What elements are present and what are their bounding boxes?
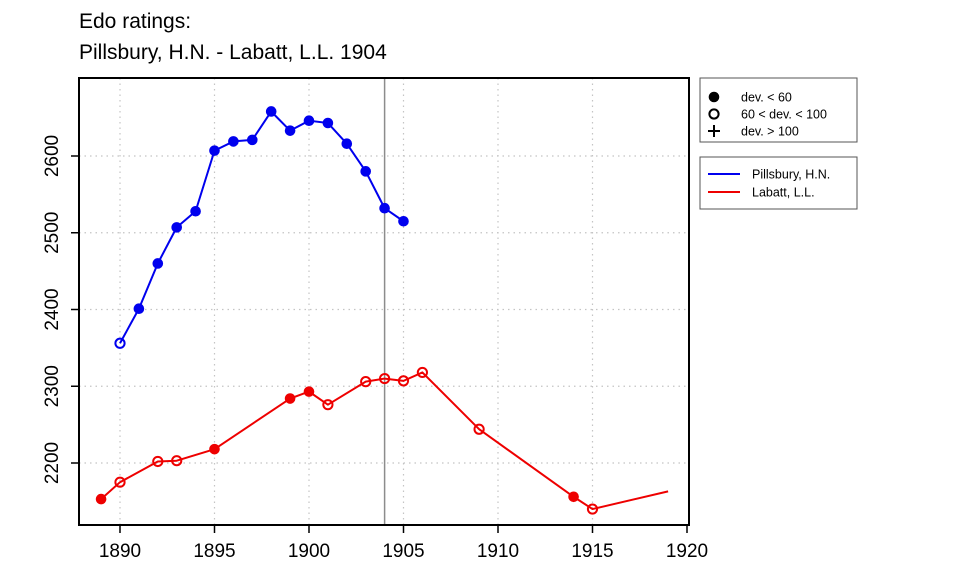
- y-tick-label: 2600: [42, 135, 63, 177]
- series-legend-label: Pillsbury, H.N.: [752, 168, 830, 182]
- x-tick-label: 1905: [382, 541, 424, 562]
- series-line-0: [119, 110, 405, 344]
- data-point: [397, 375, 410, 387]
- data-point: [152, 455, 164, 468]
- marker-legend-box: [699, 77, 858, 143]
- marker-legend-symbol: [708, 125, 720, 137]
- y-tick-label: 2400: [42, 288, 63, 330]
- marker-legend-symbol: [708, 108, 720, 120]
- x-tick-label: 1910: [477, 541, 519, 562]
- data-point: [322, 117, 334, 129]
- data-point: [209, 443, 220, 455]
- data-point: [416, 366, 428, 379]
- data-point: [379, 372, 391, 385]
- y-tick-label: 2500: [42, 212, 63, 254]
- data-point: [360, 376, 372, 388]
- x-tick-label: 1900: [288, 541, 330, 562]
- data-point: [379, 202, 390, 214]
- data-point: [114, 337, 126, 349]
- x-tick-label: 1890: [99, 541, 141, 562]
- x-tick-label: 1895: [193, 541, 235, 562]
- data-point: [284, 393, 296, 404]
- plot-frame: [78, 77, 690, 526]
- series-legend-box: [699, 156, 858, 210]
- y-tick-label: 2300: [42, 365, 63, 407]
- chart-title-line-1: Edo ratings:: [79, 10, 191, 33]
- data-point: [171, 455, 183, 467]
- data-point: [568, 491, 579, 503]
- data-point: [171, 222, 182, 233]
- marker-legend-label: dev. > 100: [741, 125, 799, 139]
- data-point: [303, 386, 315, 397]
- series-legend: Pillsbury, H.N. Labatt, L.L.: [699, 156, 858, 210]
- y-tick-label: 2200: [42, 442, 63, 484]
- data-point: [398, 215, 409, 227]
- marker-legend-label: 60 < dev. < 100: [741, 108, 827, 122]
- x-tick-label: 1915: [571, 541, 613, 562]
- series-layer: [95, 106, 669, 515]
- data-point: [209, 145, 220, 156]
- x-tick-label: 1920: [666, 541, 708, 562]
- data-point: [247, 134, 258, 146]
- marker-legend: dev. < 60 60 < dev. < 100 dev. > 100: [699, 77, 858, 143]
- data-point: [322, 399, 334, 411]
- marker-legend-symbol: [708, 91, 720, 103]
- data-point: [133, 303, 145, 315]
- data-point: [473, 423, 485, 435]
- chart-title-line-2: Pillsbury, H.N. - Labatt, L.L. 1904: [79, 41, 387, 64]
- data-point: [586, 503, 599, 515]
- data-point: [228, 136, 239, 147]
- data-point: [265, 106, 277, 117]
- series-line-1: [100, 371, 669, 511]
- axes: 1890 1895 1900 1905 1910 1915 1920 2200 2300 2400…: [42, 135, 708, 562]
- data-point: [303, 115, 315, 126]
- data-point: [341, 138, 353, 150]
- data-point: [152, 258, 164, 269]
- data-point: [190, 205, 201, 217]
- data-point: [284, 125, 296, 136]
- data-point: [114, 476, 126, 488]
- data-point: [95, 493, 107, 505]
- series-legend-label: Labatt, L.L.: [752, 186, 815, 200]
- data-point: [360, 166, 372, 177]
- marker-legend-label: dev. < 60: [741, 91, 792, 105]
